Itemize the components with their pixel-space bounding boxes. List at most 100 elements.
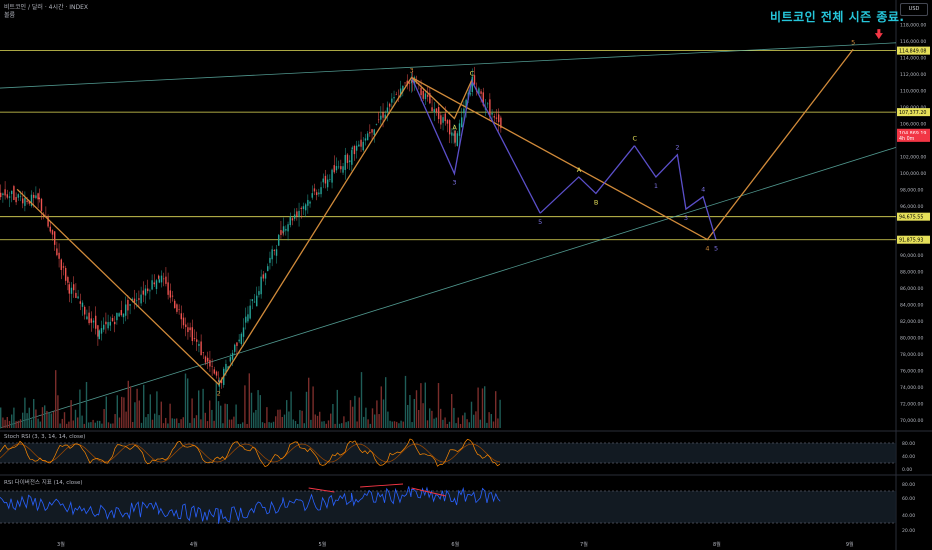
candle-body (100, 328, 103, 334)
volume-bar (63, 412, 66, 428)
candle-body (358, 144, 360, 147)
candle-body (116, 312, 118, 321)
volume-bar (244, 385, 246, 428)
candle-body (240, 333, 243, 345)
candle-body (138, 298, 140, 300)
candle-body (442, 117, 444, 123)
volume-bar (495, 391, 497, 428)
candle-body (185, 324, 187, 328)
candle-body (329, 179, 331, 180)
volume-bar (272, 421, 275, 428)
candle-body (189, 327, 191, 331)
projection-12345-label: 2 (675, 144, 679, 152)
x-tick-label: 8월 (713, 541, 721, 548)
candle-body (285, 229, 287, 231)
volume-bar (61, 418, 63, 428)
volume-bar (239, 423, 242, 428)
chart-title: 비트코인 전체 시즌 종료. (770, 10, 905, 24)
volume-bar (319, 411, 321, 428)
volume-bar (112, 423, 114, 428)
volume-bar (446, 423, 448, 428)
currency-button[interactable]: USD (900, 3, 928, 16)
candle-body (433, 109, 435, 113)
volume-bar (409, 394, 411, 428)
candle-body (136, 300, 138, 302)
candle-body (453, 133, 455, 136)
abc-correction-label: A (452, 124, 457, 132)
candle-body (402, 85, 404, 92)
volume-bar (398, 423, 400, 428)
candle-body (75, 292, 77, 298)
y-tick-label: 106,000.00 (900, 121, 926, 127)
abc-correction (411, 76, 473, 120)
volume-bar (468, 422, 470, 428)
candle-body (318, 192, 320, 195)
volume-bar (275, 416, 277, 428)
y-tick-label: 70,000.00 (900, 418, 923, 424)
candle-body (448, 120, 451, 135)
lower-trendline (0, 146, 897, 429)
candle-body (404, 82, 406, 84)
volume-bar (129, 386, 132, 428)
candle-body (103, 324, 105, 330)
candle-body (227, 366, 229, 369)
y-tick-label: 72,000.00 (900, 401, 923, 407)
volume-bar (200, 419, 202, 428)
candle-body (198, 343, 200, 346)
candle-body (495, 117, 498, 119)
volume-bar (336, 389, 338, 428)
volume-bar (301, 410, 303, 428)
volume-bar (255, 409, 257, 428)
y-tick-label: 98,000.00 (900, 187, 923, 193)
candle-body (204, 356, 207, 363)
volume-bar (429, 408, 431, 428)
volume-bar (127, 380, 129, 428)
volume-bar (37, 418, 39, 428)
volume-bar (257, 390, 259, 428)
volume-bar (220, 405, 222, 428)
candle-body (386, 107, 389, 113)
volume-bar (187, 378, 189, 428)
volume-bar (490, 414, 492, 428)
divergence-line (360, 483, 404, 488)
y-tick-label: 74,000.00 (900, 385, 923, 391)
price-tag (897, 46, 930, 55)
volume-bar (497, 418, 499, 428)
volume-bar (125, 411, 127, 428)
volume-bar (325, 423, 327, 428)
volume-bar (420, 383, 422, 428)
volume-bar (19, 419, 22, 428)
candle-body (191, 327, 194, 342)
volume-bar (338, 423, 341, 428)
candle-body (144, 288, 147, 296)
candle-body (253, 301, 256, 303)
volume-bar (347, 421, 349, 428)
volume-bar (250, 392, 253, 428)
candle-body (469, 93, 472, 95)
candle-body (13, 186, 15, 200)
volume-bar (418, 409, 420, 428)
candle-body (11, 190, 13, 195)
price-tag-label: 104,869.19 (899, 131, 926, 137)
candle-body (369, 132, 371, 134)
candle-body (209, 360, 211, 367)
volume-bar (345, 422, 347, 428)
candle-body (231, 352, 234, 360)
volume-bar (310, 419, 312, 428)
rsi-tick: 60.00 (902, 496, 915, 502)
price-tag-label: 91,875.93 (899, 238, 923, 244)
candle-body (171, 295, 174, 297)
candle-body (38, 197, 40, 200)
candle-body (287, 224, 289, 232)
candle-body (491, 113, 493, 115)
candle-body (165, 276, 167, 284)
price-tag (897, 235, 930, 244)
candle-body (160, 275, 163, 283)
candle-body (282, 230, 284, 234)
volume-bar (270, 422, 272, 428)
candle-body (461, 117, 463, 128)
volume-bar (332, 403, 334, 428)
volume-bar (286, 400, 288, 428)
candle-body (79, 301, 81, 304)
